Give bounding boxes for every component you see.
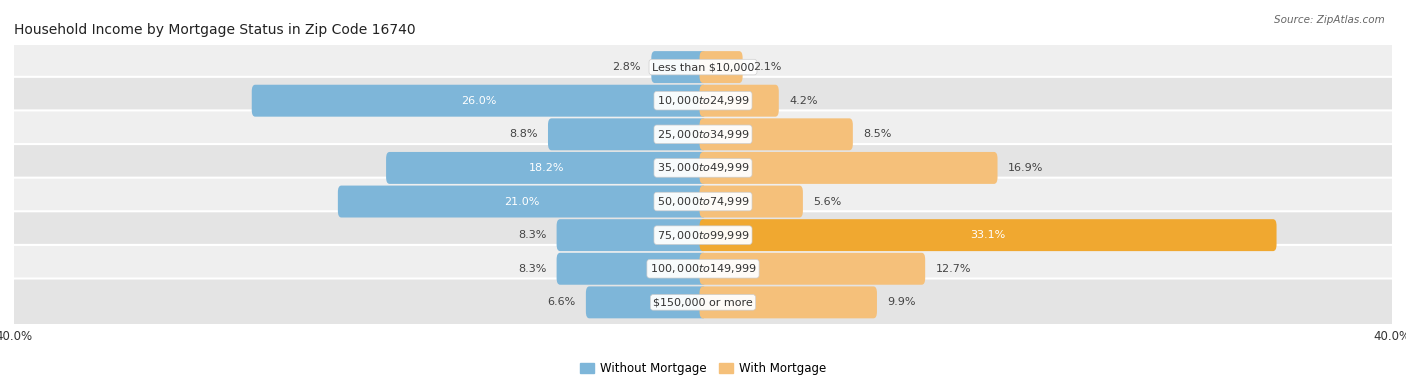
- FancyBboxPatch shape: [700, 253, 925, 285]
- FancyBboxPatch shape: [586, 287, 706, 318]
- Text: 21.0%: 21.0%: [505, 196, 540, 207]
- Text: 2.8%: 2.8%: [613, 62, 641, 72]
- Text: 8.5%: 8.5%: [863, 129, 891, 139]
- FancyBboxPatch shape: [337, 185, 706, 218]
- Text: Household Income by Mortgage Status in Zip Code 16740: Household Income by Mortgage Status in Z…: [14, 23, 416, 37]
- FancyBboxPatch shape: [8, 211, 1398, 259]
- FancyBboxPatch shape: [8, 279, 1398, 326]
- Text: $50,000 to $74,999: $50,000 to $74,999: [657, 195, 749, 208]
- Text: Less than $10,000: Less than $10,000: [652, 62, 754, 72]
- FancyBboxPatch shape: [700, 219, 1277, 251]
- Text: 18.2%: 18.2%: [529, 163, 564, 173]
- FancyBboxPatch shape: [557, 253, 706, 285]
- Text: $100,000 to $149,999: $100,000 to $149,999: [650, 262, 756, 275]
- Text: 5.6%: 5.6%: [813, 196, 841, 207]
- Text: 16.9%: 16.9%: [1008, 163, 1043, 173]
- FancyBboxPatch shape: [700, 185, 803, 218]
- FancyBboxPatch shape: [8, 144, 1398, 192]
- Text: 4.2%: 4.2%: [789, 96, 818, 106]
- FancyBboxPatch shape: [252, 85, 706, 116]
- FancyBboxPatch shape: [8, 77, 1398, 124]
- FancyBboxPatch shape: [387, 152, 706, 184]
- Legend: Without Mortgage, With Mortgage: Without Mortgage, With Mortgage: [575, 357, 831, 377]
- FancyBboxPatch shape: [700, 85, 779, 116]
- FancyBboxPatch shape: [548, 118, 706, 150]
- Text: $150,000 or more: $150,000 or more: [654, 297, 752, 307]
- FancyBboxPatch shape: [651, 51, 706, 83]
- Text: 6.6%: 6.6%: [547, 297, 575, 307]
- FancyBboxPatch shape: [8, 110, 1398, 158]
- Text: $25,000 to $34,999: $25,000 to $34,999: [657, 128, 749, 141]
- Text: 12.7%: 12.7%: [935, 264, 972, 274]
- FancyBboxPatch shape: [8, 245, 1398, 293]
- Text: 8.3%: 8.3%: [517, 230, 547, 240]
- Text: $35,000 to $49,999: $35,000 to $49,999: [657, 161, 749, 175]
- Text: 9.9%: 9.9%: [887, 297, 915, 307]
- Text: $75,000 to $99,999: $75,000 to $99,999: [657, 228, 749, 242]
- Text: $10,000 to $24,999: $10,000 to $24,999: [657, 94, 749, 107]
- FancyBboxPatch shape: [700, 51, 742, 83]
- Text: 33.1%: 33.1%: [970, 230, 1005, 240]
- FancyBboxPatch shape: [8, 43, 1398, 91]
- Text: 26.0%: 26.0%: [461, 96, 496, 106]
- FancyBboxPatch shape: [700, 152, 997, 184]
- Text: Source: ZipAtlas.com: Source: ZipAtlas.com: [1274, 15, 1385, 25]
- FancyBboxPatch shape: [700, 287, 877, 318]
- Text: 2.1%: 2.1%: [754, 62, 782, 72]
- Text: 8.8%: 8.8%: [509, 129, 537, 139]
- FancyBboxPatch shape: [700, 118, 853, 150]
- FancyBboxPatch shape: [557, 219, 706, 251]
- FancyBboxPatch shape: [8, 178, 1398, 225]
- Text: 8.3%: 8.3%: [517, 264, 547, 274]
